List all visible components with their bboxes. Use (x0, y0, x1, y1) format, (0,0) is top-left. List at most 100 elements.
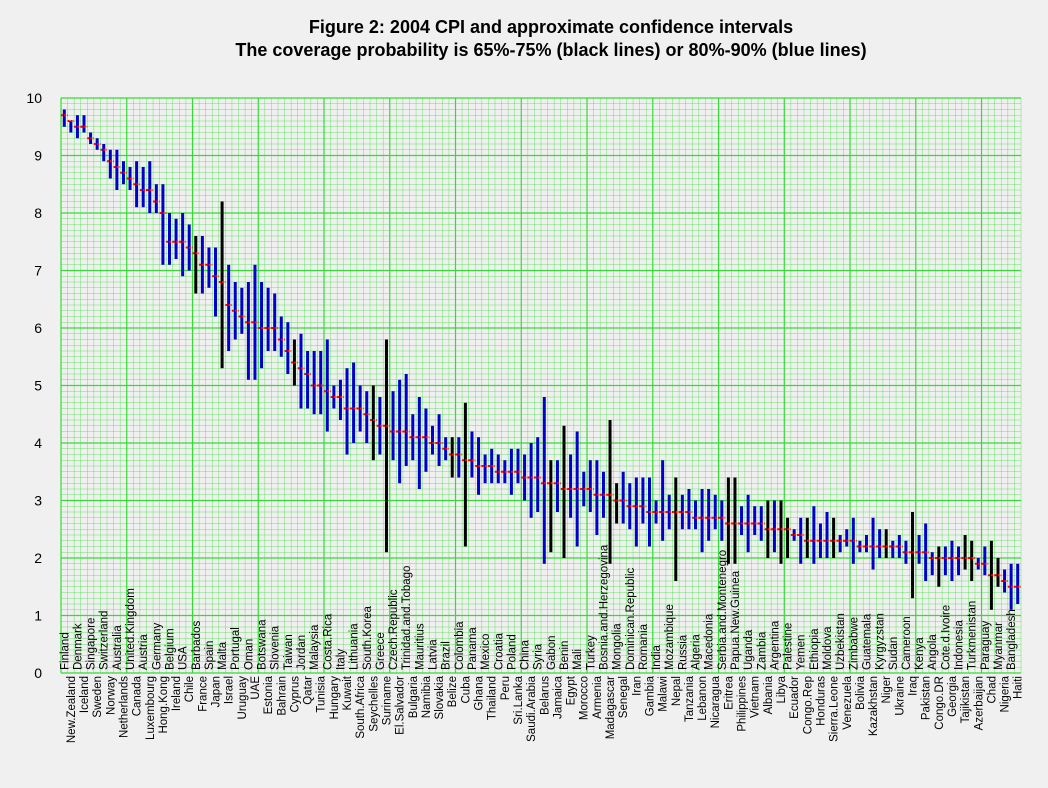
country-label: Madagascar (605, 676, 617, 739)
country-label: Seychelles (368, 676, 380, 732)
y-axis: 0 1 2 3 4 5 6 7 8 9 10 (26, 90, 42, 681)
country-label: Botswana (257, 619, 269, 670)
y-tick-label: 5 (34, 378, 42, 394)
country-label: Senegal (618, 676, 630, 718)
country-label: Sweden (92, 676, 104, 718)
country-label: Italy (335, 649, 347, 670)
country-label: Egypt (566, 675, 578, 705)
country-label: Costa.Rica (322, 613, 334, 670)
country-label: Barbados (191, 621, 203, 670)
y-tick-label: 3 (34, 493, 42, 509)
country-label: Nicaragua (710, 675, 722, 728)
country-label: Canada (132, 675, 144, 716)
country-label: Turkey (585, 635, 597, 670)
country-label: Syria (533, 643, 545, 670)
country-label: Morocco (579, 676, 591, 720)
country-label: New.Zealand (66, 676, 78, 743)
country-label: Sierra.Leone (829, 676, 841, 742)
country-label: Netherlands (118, 676, 130, 738)
country-label: Cuba (460, 675, 472, 703)
country-label: Belgium (164, 628, 176, 670)
country-label: Hong.Kong (158, 676, 170, 734)
country-label: Norway (105, 676, 117, 715)
country-label: Jordan (296, 635, 308, 670)
y-tick-label: 7 (34, 263, 42, 279)
country-label: Bahrain (276, 676, 288, 716)
country-label: UAE (250, 676, 262, 700)
y-tick-label: 10 (26, 90, 42, 106)
country-label: Cote.d.Ivoire (940, 605, 952, 670)
country-label: Ecuador (789, 676, 801, 719)
country-label: Iraq (908, 676, 920, 696)
country-label: Romania (638, 623, 650, 670)
country-label: Slovenia (270, 625, 282, 670)
country-label: Poland (506, 634, 518, 670)
country-label: Paraguay (980, 621, 992, 670)
country-label: Jamaica (552, 675, 564, 718)
country-label: Lithuania (349, 623, 361, 670)
country-label: Sri.Lanka (513, 675, 525, 724)
country-label: Palestine (783, 623, 795, 670)
country-label: Guatemala (861, 613, 873, 670)
country-label: Mongolia (612, 623, 624, 670)
country-label: Uruguay (237, 676, 249, 720)
country-label: Turkmenistan (967, 601, 979, 670)
country-label: Portugal (230, 627, 242, 670)
country-label: Uganda (743, 629, 755, 670)
country-label: South.Africa (355, 675, 367, 738)
country-label: Estonia (263, 675, 275, 714)
country-label: Ukraine (894, 676, 906, 716)
country-label: Gabon (546, 635, 558, 670)
country-label: Peru (500, 676, 512, 700)
country-label: Panama (467, 627, 479, 670)
country-label: Ghana (474, 675, 486, 710)
country-label: Myanmar (993, 622, 1005, 670)
country-label: Albania (763, 675, 775, 714)
country-label: Luxembourg (145, 676, 157, 740)
country-label: Lebanon (697, 676, 709, 721)
country-label: Uzbekistan (835, 613, 847, 670)
country-label: Singapore (86, 618, 98, 670)
country-label: Libya (776, 675, 788, 703)
country-label: China (520, 639, 532, 670)
country-label: Qatar (303, 676, 315, 705)
country-label: Pakistan (921, 676, 933, 720)
country-label: France (197, 676, 209, 712)
country-label: Zimbabwe (848, 617, 860, 670)
country-label: Russia (677, 634, 689, 670)
country-label: Mauritius (414, 623, 426, 670)
country-label: Papua.New.Guinea (730, 570, 742, 670)
country-label: Trinidad.and.Tobago (401, 566, 413, 670)
country-label: Kyrgyzstan (875, 613, 887, 670)
country-label: Cameroon (901, 616, 913, 670)
country-label: Thailand (487, 676, 499, 720)
country-label: Algeria (691, 634, 703, 670)
country-label: Venezuela (842, 675, 854, 729)
country-label: Latvia (428, 639, 440, 670)
country-label: Colombia (454, 621, 466, 670)
country-label: USA (178, 646, 190, 670)
y-tick-label: 9 (34, 148, 42, 164)
country-label: Finland (59, 632, 71, 670)
country-label: Ireland (171, 676, 183, 711)
country-label: Chad (986, 676, 998, 704)
country-label: Slovakia (434, 675, 446, 719)
country-label: United.Kingdom (125, 588, 137, 670)
country-label: Ethiopia (809, 628, 821, 670)
country-label: Cyprus (289, 676, 301, 713)
country-label: Greece (375, 632, 387, 670)
country-label: Indonesia (954, 620, 966, 670)
country-label: Macedonia (704, 613, 716, 670)
country-label: Spain (204, 641, 216, 670)
country-label: Niger (881, 676, 893, 704)
country-label: Nepal (671, 676, 683, 706)
country-label: Brazil (441, 641, 453, 670)
country-label: Tajikistan (960, 676, 972, 723)
country-label: India (651, 644, 663, 670)
country-label: Congo.DR (934, 676, 946, 730)
country-label: Kuwait (342, 675, 354, 710)
country-label: Malta (217, 641, 229, 670)
